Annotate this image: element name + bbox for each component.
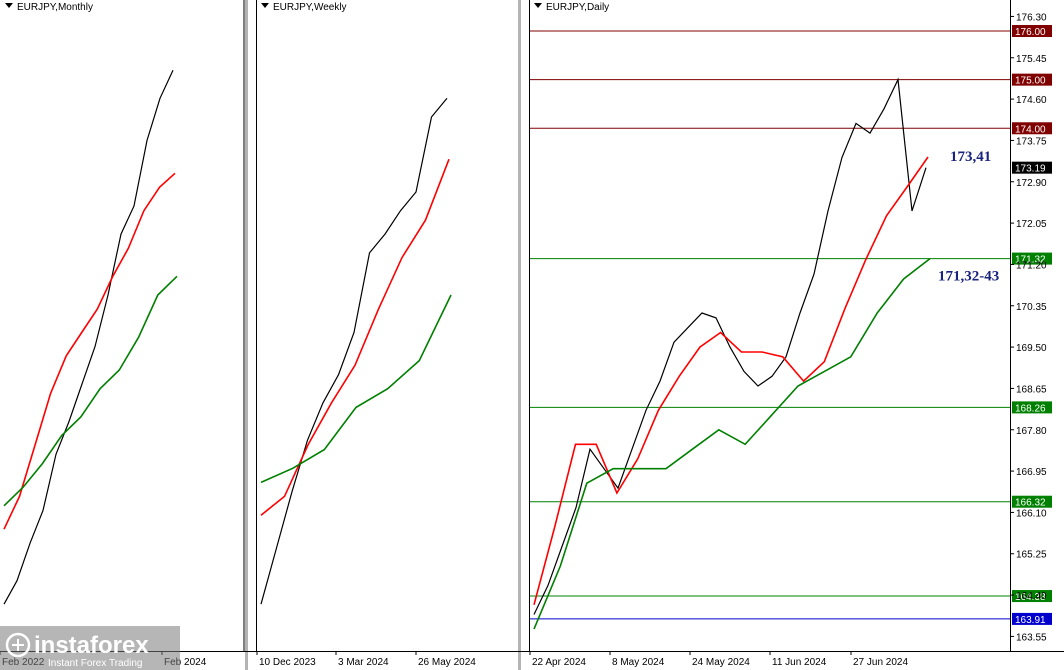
x-tick-label: 3 Mar 2024 [338, 657, 389, 668]
level-price-label: 174.00 [1015, 124, 1046, 135]
level-price-label: 176.00 [1015, 27, 1046, 38]
title-marker-icon [5, 3, 13, 8]
series-line [533, 257, 931, 630]
chart-title: EURJPY,Daily [546, 2, 609, 13]
current-price-label: 173.19 [1015, 164, 1046, 175]
level-price-tag [1012, 252, 1052, 265]
series-line [533, 156, 929, 606]
y-tick-label: 164.40 [1016, 591, 1047, 602]
y-tick-label: 170.35 [1016, 302, 1047, 313]
series-line [260, 97, 448, 605]
watermark-tagline: Instant Forex Trading [48, 658, 143, 669]
y-tick-label: 173.75 [1016, 136, 1047, 147]
chart-title: EURJPY,Weekly [273, 2, 347, 13]
level-price-label: 168.26 [1015, 403, 1046, 414]
level-price-tag [1012, 122, 1052, 135]
y-tick-label: 165.25 [1016, 550, 1047, 561]
chart-panel-2: 10 Dec 2023 3 Mar 2024 26 May 2024 EURJPY,W… [256, 2, 476, 668]
watermark-logo-icon [5, 632, 31, 658]
x-tick-label: 11 Jun 2024 [772, 657, 827, 668]
level-price-tag [1012, 25, 1052, 38]
y-tick-label: 169.50 [1016, 343, 1047, 354]
y-tick-label: 172.90 [1016, 178, 1047, 189]
level-price-label: 164.38 [1015, 592, 1046, 603]
series-line [3, 69, 174, 605]
watermark-brand: instaforex [34, 632, 149, 659]
level-price-tag [1012, 590, 1052, 603]
y-tick-label: 176.30 [1016, 12, 1047, 23]
level-price-tag [1012, 401, 1052, 414]
series-line [3, 172, 176, 530]
series-line [533, 77, 927, 615]
y-tick-label: 166.10 [1016, 508, 1047, 519]
y-tick-label: 167.80 [1016, 426, 1047, 437]
y-tick-label: 163.55 [1016, 632, 1047, 643]
annotation-label: 173,41 [950, 149, 991, 165]
y-tick-label: 171.20 [1016, 260, 1047, 271]
panel-separator [518, 0, 521, 670]
y-tick-label: 174.60 [1016, 95, 1047, 106]
x-tick-label: 26 May 2024 [418, 657, 476, 668]
x-tick-label: Feb 2024 [164, 657, 207, 668]
title-marker-icon [534, 3, 542, 8]
chart-title: EURJPY,Monthly [17, 2, 93, 13]
watermark-background [0, 626, 180, 670]
x-tick-label: 27 Jun 2024 [853, 657, 908, 668]
x-tick-label: 10 Dec 2023 [259, 657, 316, 668]
level-price-label: 166.32 [1015, 498, 1046, 509]
level-price-tag [1012, 612, 1052, 625]
chart-panel-3: 176.00 175.00 174.00 171.32 168.26 166.32 164.… [529, 2, 1052, 668]
level-price-tag [1012, 73, 1052, 86]
y-tick-label: 166.95 [1016, 467, 1047, 478]
x-tick-label: 24 May 2024 [692, 657, 750, 668]
title-marker-icon [261, 3, 269, 8]
current-price-tag [1012, 161, 1052, 174]
x-tick-label: 22 Apr 2024 [532, 657, 586, 668]
level-price-label: 171.32 [1015, 255, 1046, 266]
annotation-label: 171,32-43 [938, 269, 999, 285]
y-tick-label: 168.65 [1016, 384, 1047, 395]
series-line [260, 158, 450, 516]
level-price-tag [1012, 495, 1052, 508]
level-price-label: 175.00 [1015, 76, 1046, 87]
series-line [3, 275, 178, 507]
level-price-label: 163.91 [1015, 615, 1046, 626]
y-tick-label: 175.45 [1016, 54, 1047, 65]
y-tick-label: 172.05 [1016, 219, 1047, 230]
x-tick-label: 8 May 2024 [612, 657, 665, 668]
series-line [260, 294, 452, 484]
panel-separator [245, 0, 248, 670]
